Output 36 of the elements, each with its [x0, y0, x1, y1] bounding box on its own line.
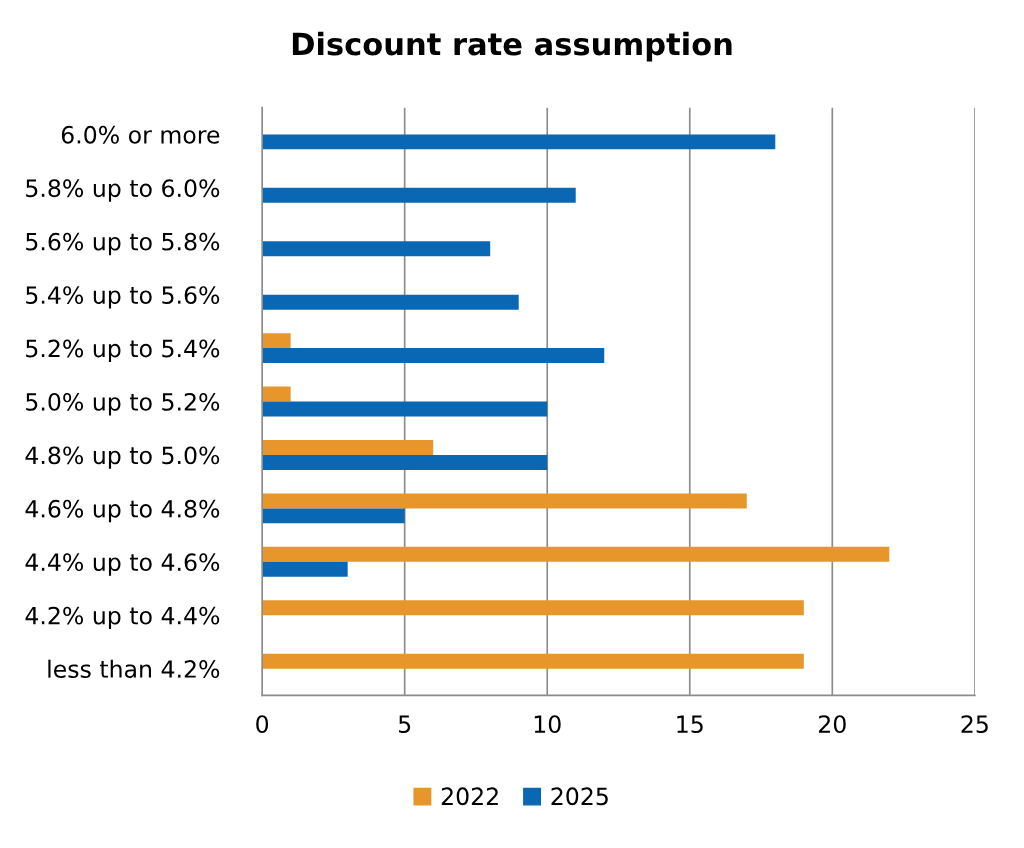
bar [262, 653, 804, 669]
legend-label: 2022 [441, 787, 498, 806]
x-tick-label: 5 [399, 715, 411, 734]
x-tick-label: 15 [677, 715, 703, 734]
bar [262, 546, 890, 562]
y-tick-label: 5.6% up to 5.8% [26, 232, 220, 256]
bar [262, 348, 605, 364]
y-tick-label: 6.0% or more [61, 125, 220, 144]
y-tick-label: 4.4% up to 4.6% [25, 553, 220, 576]
bar [262, 294, 519, 310]
bar [262, 333, 291, 349]
y-tick-label: 4.8% up to 5.0% [25, 446, 220, 469]
y-tick-label: less than 4.2% [48, 659, 220, 678]
bar [262, 493, 747, 509]
x-tick-label: 0 [256, 715, 269, 734]
chart-title: Discount rate assumption [292, 31, 732, 62]
bar [262, 386, 291, 402]
x-tick-label: 20 [819, 715, 846, 734]
y-tick-label: 5.2% up to 5.4% [26, 339, 220, 362]
bar [262, 241, 491, 257]
bar [262, 561, 348, 577]
x-tick-label: 25 [961, 715, 988, 734]
legend-label: 2025 [551, 787, 608, 806]
y-tick-label: 5.8% up to 6.0% [26, 179, 220, 202]
bar [262, 401, 548, 417]
y-tick-label: 4.2% up to 4.4% [25, 606, 220, 630]
y-tick-label: 4.6% up to 4.8% [25, 499, 220, 523]
bar [262, 508, 405, 524]
bar [262, 439, 434, 455]
bar [262, 134, 776, 150]
x-tick-label: 10 [534, 715, 561, 734]
bar [262, 454, 548, 470]
y-tick-label: 5.4% up to 5.6% [26, 286, 220, 309]
y-tick-label: 5.0% up to 5.2% [26, 392, 220, 416]
bar [262, 187, 576, 203]
bar [262, 600, 804, 616]
